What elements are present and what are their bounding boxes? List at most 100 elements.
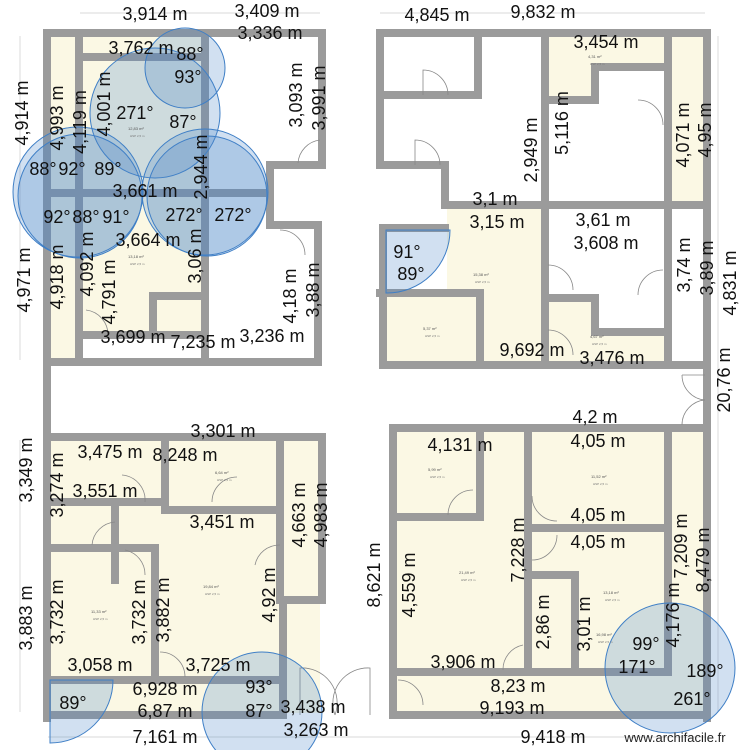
room-hsp: HSP 2,5 m	[205, 592, 220, 596]
room-fills	[51, 37, 705, 713]
dimension-label: 4,119 m	[70, 90, 90, 154]
dimension-label: 3,551 m	[72, 481, 137, 501]
dimension-label: 8,621 m	[364, 542, 384, 607]
angle-label: 171°	[618, 657, 655, 677]
dimension-label: 3,725 m	[185, 655, 250, 675]
dimension-label: 4,001 m	[94, 71, 114, 136]
angle-markers	[12, 27, 736, 750]
dimension-label: 3,88 m	[303, 262, 323, 317]
dimension-label: 4,845 m	[404, 5, 469, 25]
dimension-label: 4,918 m	[47, 244, 67, 309]
dimension-label: 3,476 m	[579, 348, 644, 368]
angle-label: 271°	[116, 103, 153, 123]
dimension-label: 3,89 m	[697, 240, 717, 295]
dimension-label: 4,18 m	[280, 268, 300, 323]
dimension-label: 3,058 m	[67, 655, 132, 675]
door	[159, 651, 186, 678]
dimension-labels: 3,914 m 3,409 m 3,336 m 4,845 m 9,832 m …	[12, 1, 740, 747]
angle-label: 87°	[169, 112, 196, 132]
room-area: 19,84 m²	[203, 584, 219, 589]
dimension-label: 3,438 m	[280, 697, 345, 717]
angle-label: 88°	[176, 44, 203, 64]
door	[502, 644, 524, 671]
dimension-label: 7,161 m	[132, 727, 197, 747]
dimension-label: 3,61 m	[575, 210, 630, 230]
angle-label: 261°	[673, 689, 710, 709]
door	[531, 534, 558, 561]
door	[297, 139, 321, 164]
room-hsp: HSP 2,5 m	[461, 578, 476, 582]
double-door-side	[681, 374, 706, 426]
dimension-label: 2,944 m	[191, 134, 211, 199]
dimension-label: 3,732 m	[47, 579, 67, 644]
dimension-label: 4,92 m	[259, 567, 279, 622]
dimension-label: 3,409 m	[234, 1, 299, 21]
dimension-label: 9,692 m	[499, 340, 564, 360]
room-hsp: HSP 2,5 m	[475, 280, 490, 284]
angle-label: 99°	[632, 634, 659, 654]
dimension-label: 3,301 m	[190, 421, 255, 441]
door	[397, 679, 424, 706]
room-hsp: HSP 2,5 m	[425, 334, 440, 338]
angle-label: 89°	[59, 693, 86, 713]
angle-circle	[12, 126, 144, 258]
door	[637, 99, 664, 126]
room-labels: 12,83 m² HSP 2,5 m 13,18 m² HSP 2,5 m 4,…	[91, 54, 620, 644]
room-area: 13,18 m²	[603, 590, 619, 595]
angle-label: 91°	[102, 207, 129, 227]
angle-label: 92°	[58, 159, 85, 179]
dimension-label: 3,236 m	[239, 326, 304, 346]
dimension-label: 20,76 m	[714, 347, 734, 412]
angle-label: 93°	[174, 67, 201, 87]
dimension-label: 4,2 m	[572, 407, 617, 427]
angle-label: 93°	[245, 677, 272, 697]
dimension-label: 3,336 m	[237, 23, 302, 43]
dimension-label: 4,983 m	[311, 482, 331, 547]
dimension-label: 3,991 m	[309, 65, 329, 130]
angle-label: 92°	[43, 207, 70, 227]
angle-label: 89°	[397, 264, 424, 284]
door	[422, 69, 449, 96]
room-area: 15,38 m²	[473, 272, 489, 277]
dimension-label: 3,454 m	[573, 32, 638, 52]
dimension-label: 4,791 m	[99, 259, 119, 324]
dimension-label: 4,05 m	[570, 532, 625, 552]
dimension-label: 3,762 m	[108, 38, 173, 58]
door	[447, 489, 474, 516]
door	[279, 229, 306, 256]
dimension-label: 3,475 m	[77, 442, 142, 462]
door	[637, 269, 664, 296]
dimension-label: 7,209 m	[671, 513, 691, 578]
room-area: 6,64 m²	[215, 470, 229, 475]
dimension-label: 3,608 m	[573, 233, 638, 253]
angle-circle	[146, 135, 268, 257]
room-hsp: HSP 2,5 m	[592, 342, 607, 346]
room-area: 16,98 m²	[596, 632, 612, 637]
dimension-label: 4,831 m	[720, 250, 740, 315]
dimension-label: 3,093 m	[286, 62, 306, 127]
dimension-label: 3,74 m	[674, 237, 694, 292]
room-hsp: HSP 2,5 m	[217, 478, 232, 482]
watermark: www.archifacile.fr	[623, 730, 726, 745]
angle-circle	[141, 128, 269, 256]
room-hsp: HSP 2,5 m	[605, 598, 620, 602]
room-hsp: HSP 2,5 m	[590, 62, 605, 66]
dimension-label: 4,663 m	[289, 482, 309, 547]
room-area: 5,37 m²	[423, 326, 437, 331]
angle-circle	[144, 27, 226, 109]
dimension-label: 3,661 m	[112, 181, 177, 201]
door	[414, 139, 441, 166]
dimension-label: 4,05 m	[570, 505, 625, 525]
door	[124, 549, 146, 576]
dimension-label: 9,418 m	[520, 727, 585, 747]
dimension-label: 3,06 m	[185, 228, 205, 283]
door	[547, 264, 574, 291]
dimension-label: 4,176 m	[663, 582, 683, 647]
dimension-label: 3,906 m	[430, 652, 495, 672]
dimension-label: 4,993 m	[47, 85, 67, 150]
room-area: 11,52 m²	[591, 474, 607, 479]
room-hsp: HSP 2,5 m	[130, 262, 145, 266]
angle-label: 89°	[94, 159, 121, 179]
door	[531, 495, 558, 522]
door	[211, 476, 238, 503]
